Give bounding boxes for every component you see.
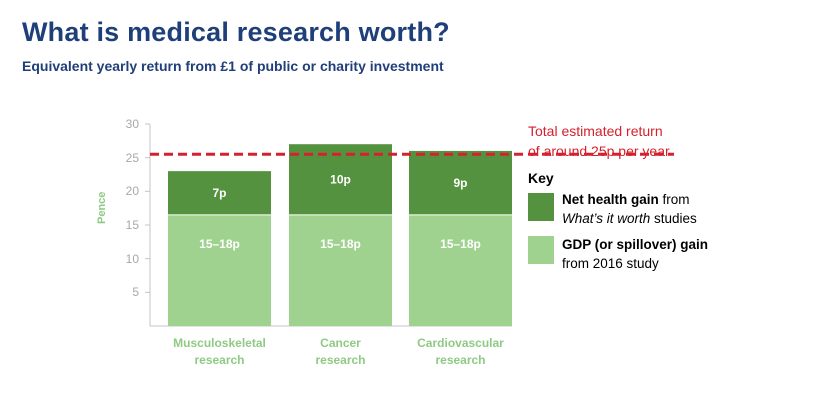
legend-item-gdp-gain: GDP (or spillover) gain from 2016 study <box>562 235 708 273</box>
y-tick-label: 15 <box>125 218 139 232</box>
legend-swatch-net-health-gain <box>528 193 554 221</box>
bar-gdp-or-spillover-gain <box>289 214 392 326</box>
bar-value-label: 15–18p <box>440 237 481 251</box>
reference-line-annotation: Total estimated return of around 25p per… <box>528 121 670 161</box>
chart-title: What is medical research worth? <box>22 17 450 47</box>
y-tick-label: 10 <box>125 251 139 266</box>
y-tick-label: 25 <box>125 150 139 165</box>
bar-value-label: 10p <box>330 173 351 187</box>
bar-value-label: 7p <box>212 186 226 200</box>
bar-gdp-or-spillover-gain <box>409 214 512 326</box>
chart-subtitle: Equivalent yearly return from £1 of publ… <box>22 58 444 74</box>
bar-value-label: 15–18p <box>320 237 361 251</box>
bar-net-health-gain <box>168 171 271 215</box>
bar-net-health-gain <box>289 144 392 215</box>
reference-line-label-2: of around 25p per year <box>528 143 670 159</box>
legend-item-1-rest2: studies <box>650 211 697 226</box>
x-category-label: Musculoskeletal research <box>161 335 279 369</box>
reference-line-label-1: Total estimated return <box>528 123 663 139</box>
x-category-label-line: Musculoskeletal <box>173 336 266 350</box>
legend-item-2-bold: GDP (or spillover) gain <box>562 237 709 252</box>
legend-item-1-bold: Net health gain <box>562 192 659 207</box>
x-category-label-line: research <box>435 353 486 367</box>
legend-title: Key <box>528 170 554 186</box>
legend-item-2-line2: from 2016 study <box>562 256 659 271</box>
legend-item-1-italic: What’s it worth <box>562 211 651 226</box>
y-tick-label: 20 <box>125 184 139 199</box>
bar-net-health-gain <box>409 150 512 215</box>
x-category-label-line: Cancer <box>320 336 361 350</box>
y-tick-label: 5 <box>132 285 139 300</box>
legend-item-1-rest1: from <box>658 192 690 207</box>
x-category-label-line: research <box>194 353 245 367</box>
legend-swatch-gdp-gain <box>528 236 554 264</box>
bar-value-label: 15–18p <box>199 237 240 251</box>
bar-value-label: 9p <box>453 176 467 190</box>
x-category-label: Cardiovascular research <box>402 335 520 369</box>
y-tick-label: 30 <box>125 117 139 131</box>
legend-item-net-health-gain: Net health gain from What’s it worth stu… <box>562 190 697 228</box>
bar-gdp-or-spillover-gain <box>168 214 271 326</box>
x-category-label-line: research <box>315 353 366 367</box>
x-category-label: Cancer research <box>282 335 400 369</box>
x-category-label-line: Cardiovascular <box>417 336 504 350</box>
